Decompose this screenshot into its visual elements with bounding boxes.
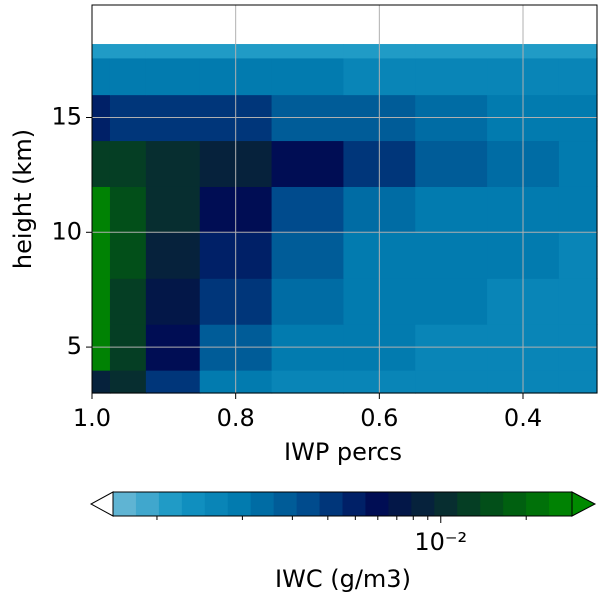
contour-cell: [415, 57, 488, 96]
contour-cell: [271, 278, 345, 325]
colorbar-segment: [434, 492, 458, 516]
colorbar-frame: [112, 491, 573, 517]
contour-cell: [415, 186, 488, 233]
y-tick-label: 5: [67, 332, 82, 360]
contour-cell: [109, 57, 147, 96]
contour-cell: [145, 140, 201, 187]
colorbar-extend-high: [571, 491, 597, 517]
contour-cell: [145, 278, 201, 325]
colorbar-segment: [181, 492, 206, 516]
x-tick-label: 1.0: [73, 404, 111, 432]
contour-cell: [271, 57, 345, 96]
contour-cell: [558, 57, 598, 96]
colorbar-label: IWC (g/m3): [275, 565, 411, 593]
plot-frame: [91, 4, 598, 394]
x-axis-label: IWP percs: [284, 438, 402, 466]
contour-cell: [109, 44, 147, 59]
contour-cell: [109, 140, 147, 187]
colorbar-segment: [549, 492, 573, 516]
x-tick-label: 0.6: [360, 404, 398, 432]
contour-cell: [92, 44, 111, 59]
contour-cell: [92, 186, 111, 233]
colorbar-segment: [480, 492, 504, 516]
contour-cell: [271, 186, 345, 233]
colorbar-segment: [273, 492, 298, 516]
contour-cell: [415, 370, 488, 394]
contour-cell: [92, 370, 111, 394]
contour-cell: [109, 232, 147, 279]
contour-cell: [109, 186, 147, 233]
colorbar-segment: [296, 492, 321, 516]
colorbar-segment: [526, 492, 550, 516]
contour-cell: [92, 232, 111, 279]
contour-cell: [145, 186, 201, 233]
contour-cell: [271, 140, 345, 187]
contour-cell: [558, 232, 598, 279]
contour-cell: [109, 278, 147, 325]
contour-cell: [109, 370, 147, 394]
colorbar-segment: [227, 492, 252, 516]
colorbar-segment: [113, 492, 137, 516]
contour-cell: [558, 140, 598, 187]
colorbar-segment: [204, 492, 229, 516]
colorbar-segment: [342, 492, 366, 516]
contour-cell: [558, 370, 598, 394]
contour-cell: [271, 44, 345, 59]
contour-cell: [415, 44, 488, 59]
contour-cell: [145, 370, 201, 394]
contour-cell: [92, 57, 111, 96]
contour-cell: [558, 186, 598, 233]
colorbar-segment: [503, 492, 527, 516]
y-tick-label: 15: [51, 102, 82, 130]
contour-cell: [415, 140, 488, 187]
y-axis-label: height (km): [9, 129, 37, 269]
contour-cell: [415, 278, 488, 325]
contour-cell: [558, 44, 598, 59]
contour-cell: [92, 278, 111, 325]
colorbar-tick-label: 10⁻²: [414, 528, 467, 556]
contour-cell: [558, 278, 598, 325]
colorbar-segment: [319, 492, 343, 516]
y-tick-label: 10: [51, 217, 82, 245]
colorbar-segment: [457, 492, 481, 516]
contour-cell: [145, 232, 201, 279]
contour-cell: [415, 232, 488, 279]
contour-cell: [271, 370, 345, 394]
colorbar-segment: [388, 492, 412, 516]
contour-cell: [271, 232, 345, 279]
contour-cell: [145, 44, 201, 59]
contour-cell: [145, 57, 201, 96]
colorbar-segment: [365, 492, 389, 516]
colorbar-segment: [250, 492, 275, 516]
colorbar-segment: [158, 492, 183, 516]
x-tick-label: 0.4: [504, 404, 542, 432]
contour-cell: [92, 140, 111, 187]
x-tick-label: 0.8: [217, 404, 255, 432]
colorbar-extend-low: [89, 491, 114, 517]
colorbar-segment: [411, 492, 435, 516]
colorbar-segment: [135, 492, 160, 516]
